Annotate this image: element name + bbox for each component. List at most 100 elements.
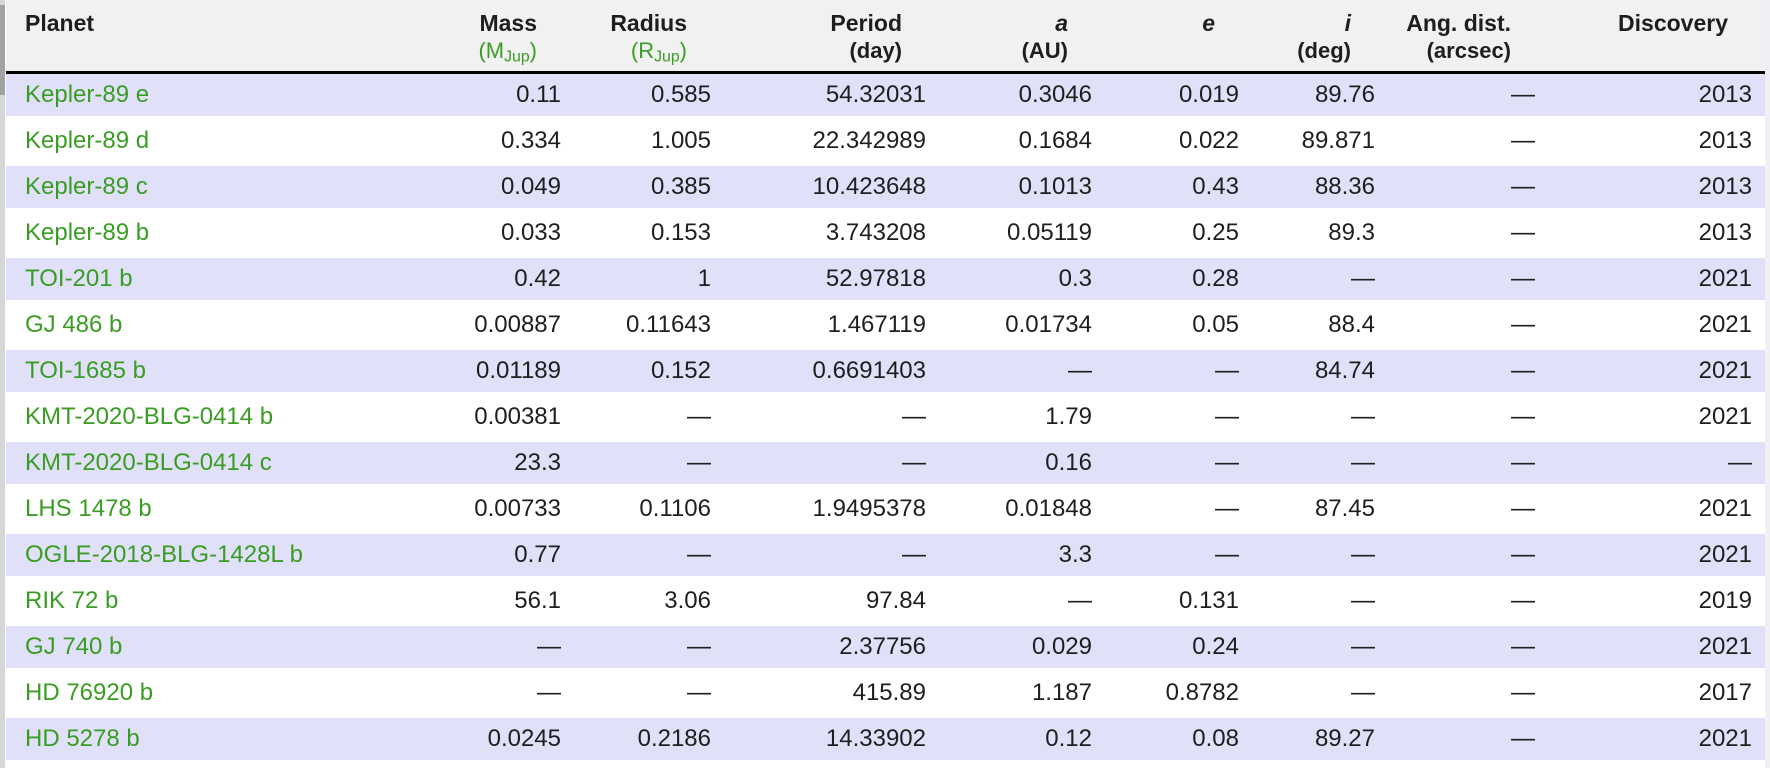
unit-label-period: (day) bbox=[849, 38, 902, 63]
planet-link[interactable]: GJ 486 b bbox=[25, 311, 123, 339]
col-label-period: Period bbox=[830, 10, 902, 36]
col-header-a[interactable]: a (AU) bbox=[944, 0, 1110, 75]
col-header-discovery[interactable]: Discovery bbox=[1553, 0, 1770, 75]
planet-link[interactable]: KMT-2020-BLG-0414 b bbox=[25, 403, 274, 431]
cell-radius: 1 bbox=[579, 258, 729, 305]
planet-link[interactable]: TOI-1685 b bbox=[25, 357, 146, 385]
table-row: TOI-1685 b 0.01189 0.152 0.6691403— —84.74—2… bbox=[6, 350, 1770, 397]
cell-radius: 0.11643 bbox=[579, 304, 729, 351]
cell-ang_dist: — bbox=[1393, 258, 1553, 305]
cell-mass: 0.01189 bbox=[358, 350, 579, 397]
cell-a: 0.3 bbox=[944, 258, 1110, 305]
planet-link[interactable]: Kepler-89 e bbox=[25, 81, 150, 109]
cell-planet: KMT-2020-BLG-0414 b bbox=[6, 396, 358, 443]
cell-radius: 1.005 bbox=[579, 120, 729, 167]
table-row: GJ 486 b 0.00887 0.11643 1.467119 0.01734 0.0… bbox=[6, 304, 1770, 351]
right-scrollbar[interactable] bbox=[1765, 0, 1770, 768]
table-row: OGLE-2018-BLG-1428L b 0.77— —3.3— — —2021 bbox=[6, 534, 1770, 581]
planet-link[interactable]: KMT-2020-BLG-0414 c bbox=[25, 449, 272, 477]
cell-discovery: 2021 bbox=[1553, 304, 1770, 351]
cell-e: 0.24 bbox=[1110, 626, 1257, 673]
planet-link[interactable]: Kepler-89 b bbox=[25, 219, 150, 247]
cell-period: 2.37756 bbox=[729, 626, 944, 673]
planet-link[interactable]: RIK 72 b bbox=[25, 587, 119, 615]
left-scrollbar-thumb[interactable] bbox=[0, 5, 5, 95]
cell-discovery: 2013 bbox=[1553, 74, 1770, 121]
col-header-period[interactable]: Period (day) bbox=[729, 0, 944, 75]
cell-period: 10.423648 bbox=[729, 166, 944, 213]
planet-link[interactable]: Kepler-89 c bbox=[25, 173, 148, 201]
cell-i: — bbox=[1257, 396, 1393, 443]
cell-period: 54.32031 bbox=[729, 74, 944, 121]
cell-a: 0.12 bbox=[944, 718, 1110, 765]
cell-a: 0.05119 bbox=[944, 212, 1110, 259]
cell-mass: 0.334 bbox=[358, 120, 579, 167]
col-header-i[interactable]: i (deg) bbox=[1257, 0, 1393, 75]
cell-e: — bbox=[1110, 534, 1257, 581]
cell-period: 3.743208 bbox=[729, 212, 944, 259]
cell-discovery: 2021 bbox=[1553, 396, 1770, 443]
planet-link[interactable]: LHS 1478 b bbox=[25, 495, 152, 523]
cell-planet: Kepler-89 c bbox=[6, 166, 358, 213]
unit-toggle-mass[interactable]: (MJup) bbox=[478, 38, 537, 66]
col-header-radius[interactable]: Radius (RJup) bbox=[579, 0, 729, 75]
cell-i: — bbox=[1257, 534, 1393, 581]
unit-toggle-radius[interactable]: (RJup) bbox=[630, 38, 687, 66]
table-row: HD 76920 b — —415.89 1.187 0.8782— —2017 bbox=[6, 672, 1770, 719]
cell-a: 0.1013 bbox=[944, 166, 1110, 213]
col-header-e[interactable]: e bbox=[1110, 0, 1257, 75]
cell-i: — bbox=[1257, 672, 1393, 719]
planet-link[interactable]: Kepler-89 d bbox=[25, 127, 150, 155]
col-label-a: a bbox=[1055, 10, 1068, 36]
exoplanet-catalog-table: Planet Mass (MJup) Radius (RJup) Period (day) a… bbox=[6, 0, 1770, 765]
cell-period: 97.84 bbox=[729, 580, 944, 627]
cell-period: — bbox=[729, 534, 944, 581]
cell-e: — bbox=[1110, 396, 1257, 443]
planet-link[interactable]: HD 5278 b bbox=[25, 725, 140, 753]
table-row: TOI-201 b 0.42 1 52.97818 0.3 0.28— —2021 bbox=[6, 258, 1770, 305]
cell-i: — bbox=[1257, 258, 1393, 305]
cell-radius: 3.06 bbox=[579, 580, 729, 627]
cell-e: 0.8782 bbox=[1110, 672, 1257, 719]
cell-ang_dist: — bbox=[1393, 212, 1553, 259]
table-row: KMT-2020-BLG-0414 b 0.00381— —1.79— — —2021 bbox=[6, 396, 1770, 443]
cell-mass: — bbox=[358, 626, 579, 673]
cell-planet: TOI-201 b bbox=[6, 258, 358, 305]
cell-ang_dist: — bbox=[1393, 442, 1553, 489]
table-row: KMT-2020-BLG-0414 c 23.3— —0.16— — — — bbox=[6, 442, 1770, 489]
cell-mass: — bbox=[358, 672, 579, 719]
planet-link[interactable]: TOI-201 b bbox=[25, 265, 133, 293]
cell-e: 0.28 bbox=[1110, 258, 1257, 305]
cell-mass: 0.033 bbox=[358, 212, 579, 259]
cell-i: — bbox=[1257, 626, 1393, 673]
cell-planet: Kepler-89 b bbox=[6, 212, 358, 259]
cell-e: 0.05 bbox=[1110, 304, 1257, 351]
cell-ang_dist: — bbox=[1393, 74, 1553, 121]
cell-ang_dist: — bbox=[1393, 166, 1553, 213]
col-header-planet[interactable]: Planet bbox=[6, 0, 358, 75]
table-header-row: Planet Mass (MJup) Radius (RJup) Period (day) a… bbox=[6, 0, 1770, 75]
cell-mass: 23.3 bbox=[358, 442, 579, 489]
cell-mass: 0.00733 bbox=[358, 488, 579, 535]
cell-period: — bbox=[729, 396, 944, 443]
col-header-mass[interactable]: Mass (MJup) bbox=[358, 0, 579, 75]
cell-discovery: 2021 bbox=[1553, 488, 1770, 535]
planet-link[interactable]: HD 76920 b bbox=[25, 679, 154, 707]
cell-planet: RIK 72 b bbox=[6, 580, 358, 627]
cell-discovery: 2013 bbox=[1553, 120, 1770, 167]
planet-link[interactable]: OGLE-2018-BLG-1428L b bbox=[25, 541, 303, 569]
unit-label-i: (deg) bbox=[1297, 38, 1351, 63]
cell-ang_dist: — bbox=[1393, 580, 1553, 627]
cell-ang_dist: — bbox=[1393, 350, 1553, 397]
cell-radius: 0.385 bbox=[579, 166, 729, 213]
cell-discovery: 2013 bbox=[1553, 166, 1770, 213]
cell-e: 0.022 bbox=[1110, 120, 1257, 167]
cell-i: 89.76 bbox=[1257, 74, 1393, 121]
cell-mass: 0.77 bbox=[358, 534, 579, 581]
left-scrollbar[interactable] bbox=[0, 0, 5, 768]
col-header-ang_dist[interactable]: Ang. dist. (arcsec) bbox=[1393, 0, 1553, 75]
cell-planet: TOI-1685 b bbox=[6, 350, 358, 397]
col-label-radius: Radius bbox=[610, 10, 687, 36]
cell-radius: — bbox=[579, 626, 729, 673]
planet-link[interactable]: GJ 740 b bbox=[25, 633, 123, 661]
